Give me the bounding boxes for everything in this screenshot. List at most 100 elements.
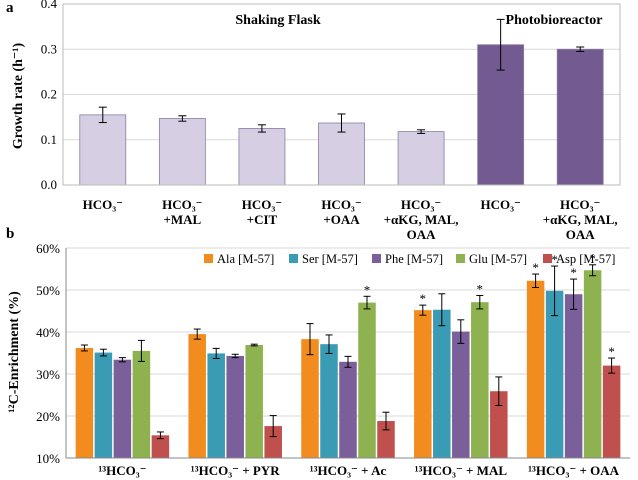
- panel-a-error-bar: [417, 129, 426, 134]
- panel-b: b ¹²C-Enrichment (%) 10%20%30%40%50%60% …: [6, 226, 630, 478]
- panel-a-error-bar: [257, 124, 266, 133]
- panel-b-bar: [245, 345, 263, 458]
- panel-b-bar: [564, 294, 583, 458]
- panel-b-label: b: [6, 226, 14, 242]
- panel-b-x-label: ¹³HCO₃⁻ + PYR: [191, 463, 280, 478]
- panel-b-bar: [583, 270, 602, 458]
- panel-b-x-label: ¹³HCO₃⁻ + MAL: [415, 463, 508, 478]
- panel-b-error-bar: [306, 323, 314, 356]
- legend-swatch: [372, 254, 381, 263]
- panel-a-y-tick-label: 0.1: [41, 132, 57, 147]
- panel-a-bar: [556, 48, 604, 186]
- panel-a-error-bar: [576, 46, 585, 53]
- legend-item: Asp [M-57]: [543, 252, 615, 266]
- panel-a-y-tick-label: 0.3: [41, 41, 57, 56]
- panel-b-y-tick-label: 60%: [36, 241, 60, 256]
- panel-b-significance-markers: * * * * * * * *: [364, 251, 615, 359]
- panel-b-error-bar: [495, 376, 503, 406]
- panel-a-x-label: +OAA: [323, 212, 360, 227]
- legend-label: Phe [M-57]: [385, 252, 443, 266]
- panel-b-error-bar: [608, 357, 616, 374]
- panel-b-y-tick-label: 40%: [36, 325, 60, 340]
- panel-b-error-bars: [80, 264, 616, 440]
- panel-b-bar: [94, 352, 113, 458]
- panel-b-error-bar: [457, 319, 465, 344]
- panel-b-error-bar: [570, 278, 578, 310]
- panel-b-bar: [377, 421, 395, 458]
- panel-a-error-bar: [496, 18, 505, 71]
- panel-a-bar: [397, 131, 445, 186]
- legend-item: Ala [M-57]: [204, 252, 274, 266]
- significance-star: *: [589, 251, 596, 266]
- panel-b-error-bar: [99, 348, 107, 357]
- legend-label: Ala [M-57]: [217, 252, 274, 266]
- panel-b-error-bar: [80, 344, 88, 352]
- panel-b-bar: [320, 344, 338, 458]
- panel-a-label: a: [6, 0, 14, 16]
- panel-b-bar: [151, 435, 170, 458]
- panel-b-bar: [452, 331, 470, 458]
- panel-b-bar: [132, 350, 151, 458]
- panel-b-x-label: ¹³HCO₃⁻: [98, 463, 146, 478]
- panel-b-error-bar: [363, 295, 371, 310]
- panel-b-error-bar: [212, 347, 220, 359]
- panel-b-error-bar: [231, 353, 239, 359]
- panel-a-error-bar: [178, 115, 187, 122]
- panel-a-x-label: HCO₃⁻: [162, 197, 202, 212]
- group-label-photobioreactor: Photobioreactor: [506, 13, 603, 28]
- panel-b-y-ticks: 10% 20% 30% 40% 50% 60%: [36, 241, 60, 466]
- panel-b-bar: [207, 353, 225, 458]
- panel-b-y-tick-label: 30%: [36, 367, 60, 382]
- panel-a-y-tick-label: 0.4: [41, 0, 58, 11]
- panel-b-error-bar: [476, 294, 484, 310]
- legend-swatch: [289, 254, 298, 263]
- panel-a-bars: [79, 44, 604, 186]
- legend-label: Ser [M-57]: [302, 252, 358, 266]
- panel-b-bar: [471, 302, 489, 458]
- panel-b-bar: [414, 310, 432, 458]
- panel-b-error-bar: [118, 357, 126, 363]
- significance-star: *: [364, 282, 371, 297]
- panel-b-bar: [358, 302, 376, 458]
- significance-star: *: [420, 291, 427, 306]
- panel-b-bar: [264, 426, 282, 458]
- panel-b-bar: [226, 355, 244, 458]
- panel-b-bar: [188, 334, 206, 458]
- legend-label: Glu [M-57]: [469, 252, 527, 266]
- panel-a-y-ticks: 0.0 0.1 0.2 0.3 0.4: [41, 0, 58, 192]
- legend-swatch: [543, 254, 552, 263]
- significance-star: *: [570, 265, 577, 280]
- panel-b-legend: Ala [M-57] Ser [M-57] Phe [M-57] Glu [M-57]…: [204, 252, 615, 266]
- panel-a-x-label: OAA: [407, 227, 437, 242]
- legend-item: Phe [M-57]: [372, 252, 443, 266]
- panel-b-bar: [490, 391, 508, 458]
- panel-a-x-label: +MAL: [163, 212, 201, 227]
- panel-a-x-label: +αKG, MAL,: [543, 212, 618, 227]
- panel-b-error-bar: [193, 328, 201, 340]
- panel-b-y-tick-label: 20%: [36, 409, 60, 424]
- panel-a-x-label: HCO₃⁻: [401, 197, 441, 212]
- panel-a-y-tick-label: 0.0: [41, 177, 57, 192]
- group-label-shaking-flask: Shaking Flask: [235, 13, 320, 28]
- significance-star: *: [477, 281, 484, 296]
- panel-b-error-bar: [438, 293, 446, 327]
- panel-a-y-axis-label: Growth rate (h⁻¹): [11, 43, 26, 150]
- panel-a-x-label: OAA: [566, 227, 596, 242]
- panel-b-x-label: ¹³HCO₃⁻ + OAA: [528, 463, 620, 478]
- panel-a-x-label: +αKG, MAL,: [384, 212, 459, 227]
- panel-b-error-bar: [551, 265, 559, 317]
- panel-a-bar: [238, 128, 286, 186]
- panel-b-bar: [301, 339, 319, 458]
- panel-a-error-bar: [98, 106, 107, 124]
- panel-b-bar: [339, 361, 357, 458]
- panel-b-bar: [433, 309, 451, 458]
- panel-a-bar: [318, 122, 365, 186]
- panel-b-bar: [526, 280, 545, 458]
- panel-a-x-label: HCO₃⁻: [321, 197, 361, 212]
- panel-b-error-bar: [344, 355, 352, 368]
- legend-item: Glu [M-57]: [456, 252, 527, 266]
- panel-b-bar: [75, 347, 94, 458]
- legend-swatch: [204, 254, 213, 263]
- panel-a-y-tick-label: 0.2: [41, 87, 57, 102]
- panel-b-bar: [113, 359, 132, 458]
